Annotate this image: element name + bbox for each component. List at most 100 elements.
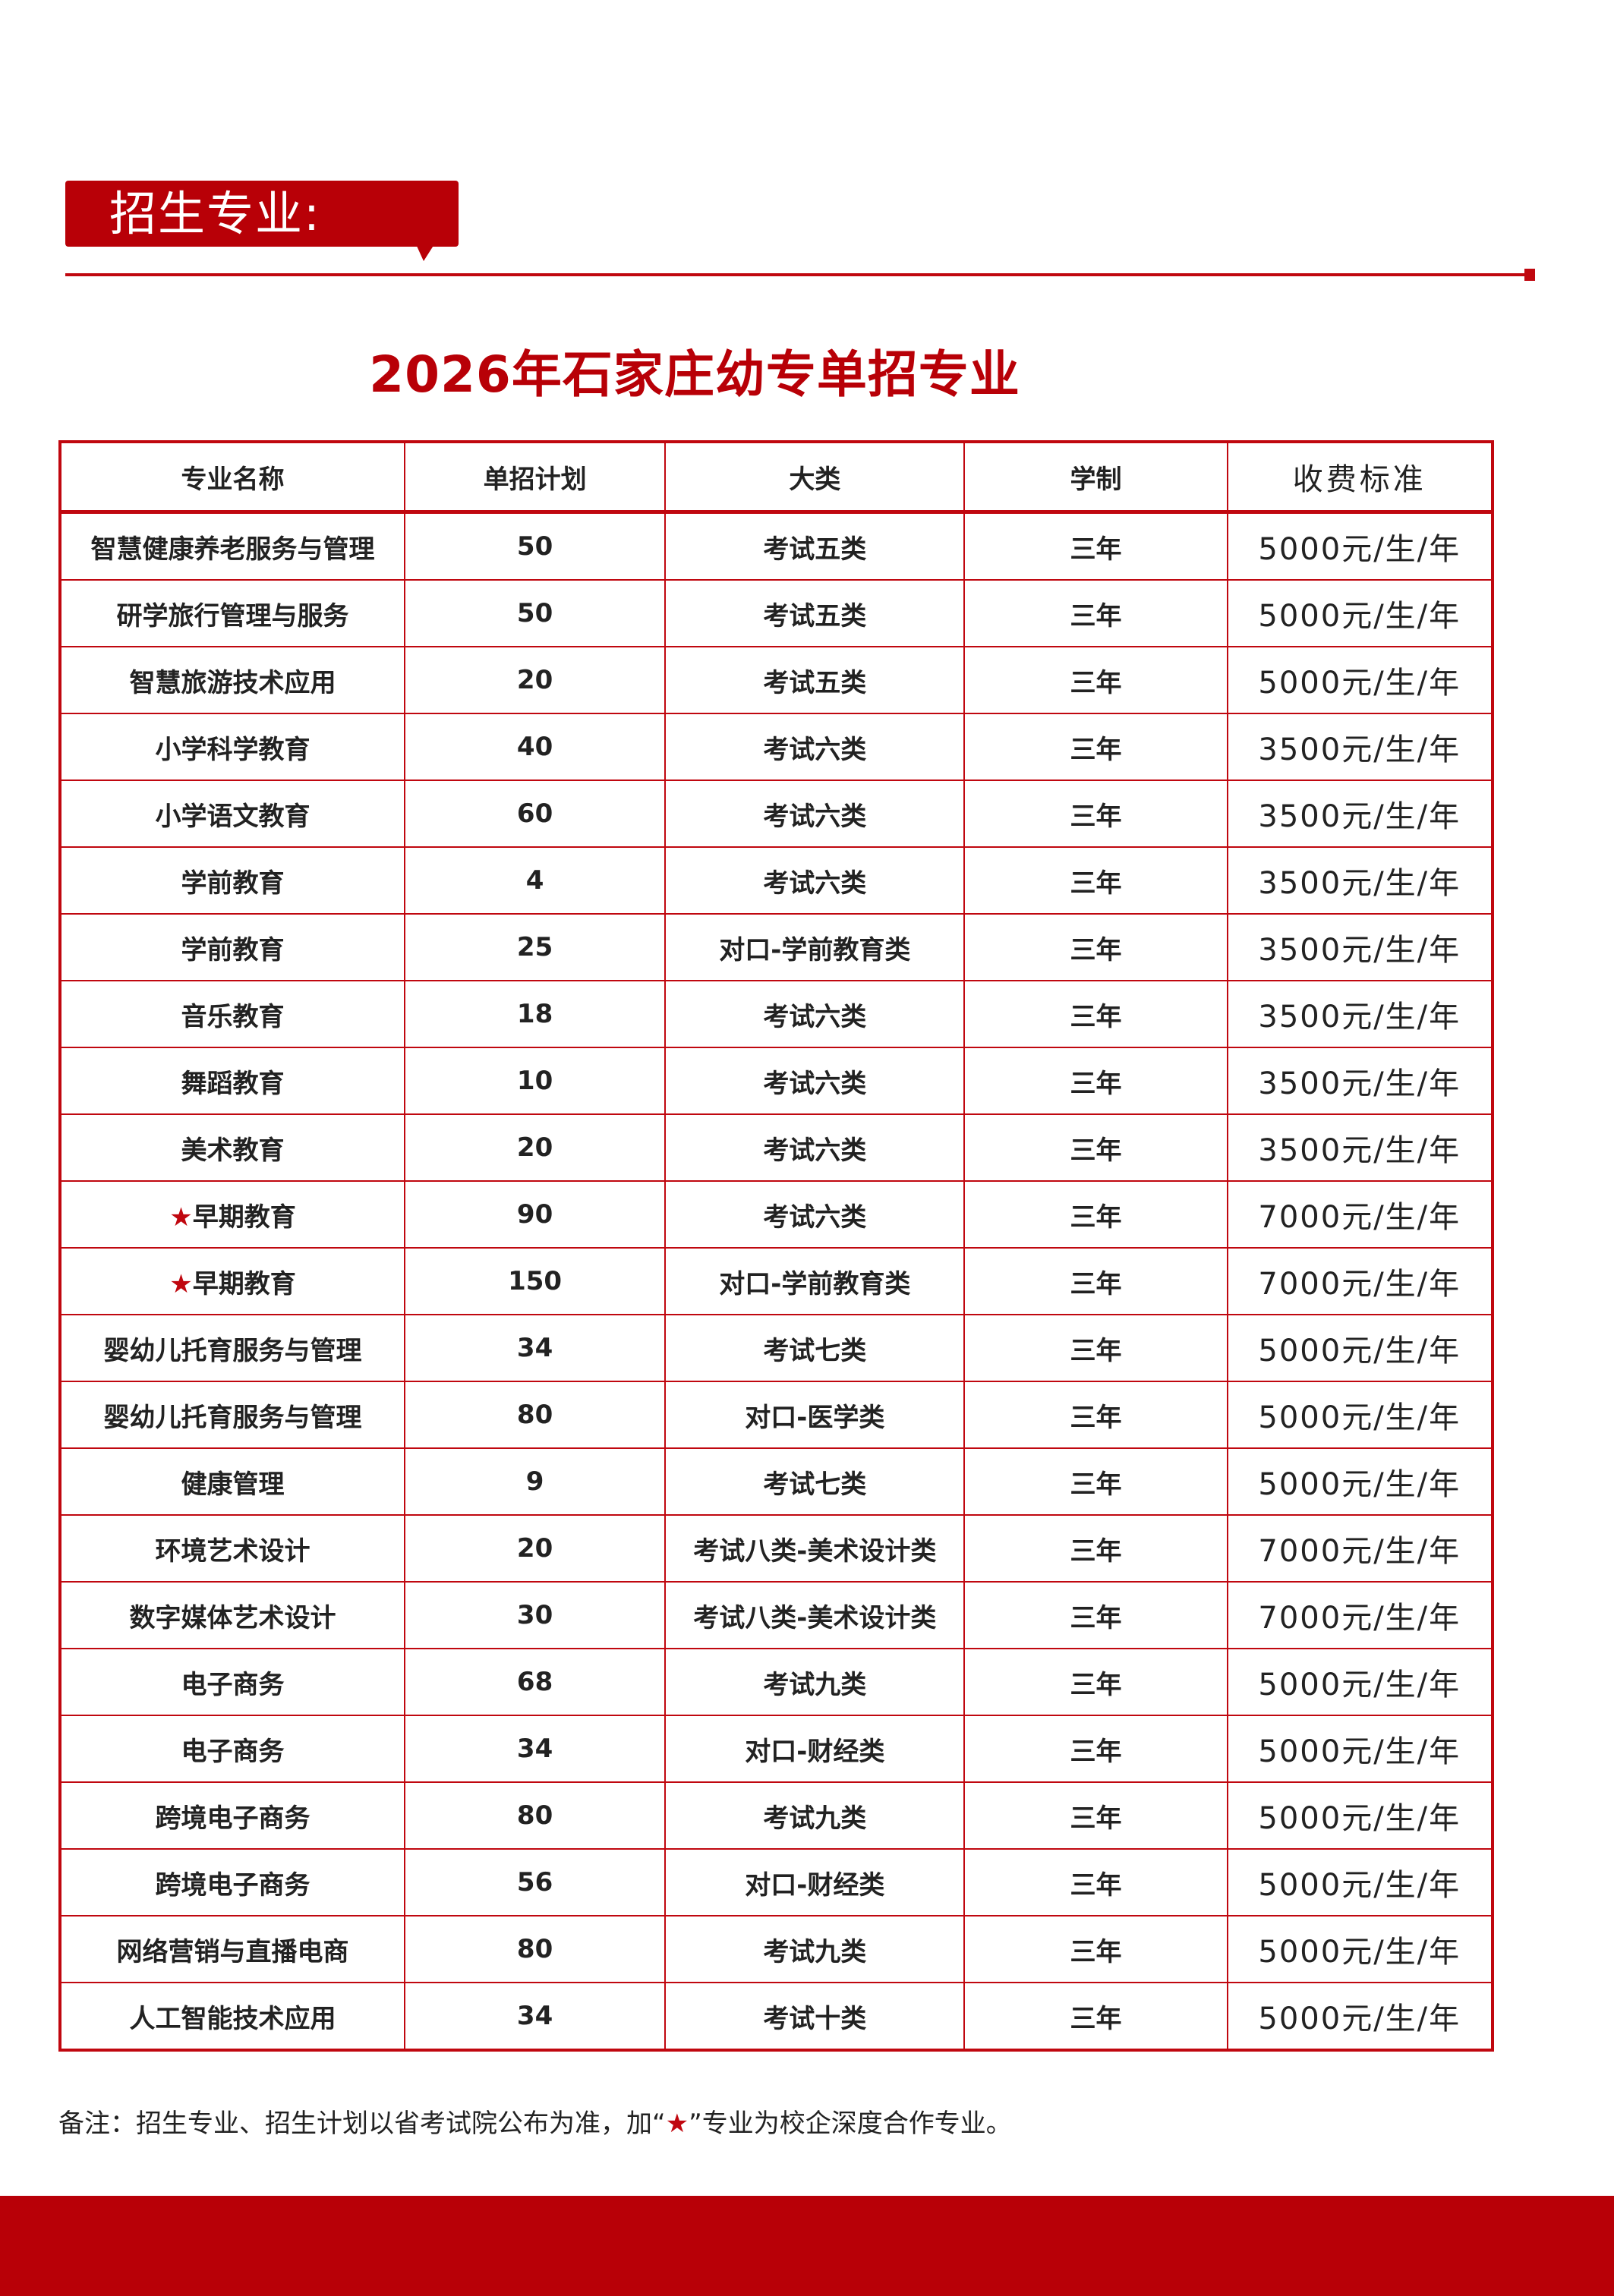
cell-major: 电子商务 [59, 1715, 405, 1783]
majors-table: 专业名称 单招计划 大类 学制 收费标准 智慧健康养老服务与管理 50 考试五类 三年… [58, 440, 1494, 2052]
footnote: 备注：招生专业、招生计划以省考试院公布为准，加“★”专业为校企深度合作专业。 [58, 2102, 1012, 2140]
cell-plan: 80 [403, 1781, 667, 1850]
cell-plan: 9 [403, 1447, 667, 1516]
cell-major: 网络营销与直播电商 [59, 1915, 405, 1983]
cell-fee: 3500元/生/年 [1226, 1047, 1494, 1115]
major-name: 小学科学教育 [155, 734, 311, 765]
cell-major: 智慧健康养老服务与管理 [59, 511, 405, 581]
cell-fee: 3500元/生/年 [1226, 846, 1494, 915]
cell-major: 婴幼儿托育服务与管理 [59, 1381, 405, 1449]
cell-years: 三年 [963, 846, 1228, 915]
cell-major: 美术教育 [59, 1113, 405, 1182]
cell-years: 三年 [963, 1247, 1228, 1315]
header-plan: 单招计划 [403, 441, 667, 513]
cell-major: 研学旅行管理与服务 [59, 579, 405, 647]
cell-fee: 7000元/生/年 [1226, 1247, 1494, 1315]
table-row: ★早期教育 90 考试六类 三年 7000元/生/年 [59, 1180, 1494, 1249]
cell-category: 考试五类 [664, 579, 966, 647]
cell-years: 三年 [963, 579, 1228, 647]
cell-fee: 5000元/生/年 [1226, 1715, 1494, 1783]
star-icon: ★ [169, 1202, 193, 1233]
cell-plan: 68 [403, 1648, 667, 1716]
table-row: 智慧健康养老服务与管理 50 考试五类 三年 5000元/生/年 [59, 511, 1494, 581]
cell-major: 舞蹈教育 [59, 1047, 405, 1115]
cell-years: 三年 [963, 1180, 1228, 1249]
footnote-suffix: ”专业为校企深度合作专业。 [689, 2109, 1012, 2139]
cell-plan: 50 [403, 579, 667, 647]
table-row: 人工智能技术应用 34 考试十类 三年 5000元/生/年 [59, 1982, 1494, 2051]
cell-category: 对口-财经类 [664, 1715, 966, 1783]
table-row: 跨境电子商务 80 考试九类 三年 5000元/生/年 [59, 1781, 1494, 1850]
cell-category: 考试九类 [664, 1648, 966, 1716]
cell-major: 小学科学教育 [59, 713, 405, 781]
cell-fee: 3500元/生/年 [1226, 780, 1494, 848]
cell-major: 学前教育 [59, 846, 405, 915]
cell-years: 三年 [963, 1915, 1228, 1983]
major-name: 早期教育 [192, 1202, 296, 1233]
section-tag-tail [416, 244, 434, 261]
cell-major: 小学语文教育 [59, 780, 405, 848]
cell-years: 三年 [963, 1648, 1228, 1716]
major-name: 环境艺术设计 [155, 1535, 311, 1567]
divider-line [65, 273, 1530, 276]
table-row: 跨境电子商务 56 对口-财经类 三年 5000元/生/年 [59, 1848, 1494, 1916]
cell-years: 三年 [963, 1781, 1228, 1850]
cell-fee: 7000元/生/年 [1226, 1180, 1494, 1249]
cell-fee: 5000元/生/年 [1226, 579, 1494, 647]
header-major: 专业名称 [59, 441, 405, 513]
cell-plan: 4 [403, 846, 667, 915]
major-name: 婴幼儿托育服务与管理 [103, 1402, 362, 1433]
cell-plan: 150 [403, 1247, 667, 1315]
cell-plan: 20 [403, 646, 667, 714]
table-row: 小学科学教育 40 考试六类 三年 3500元/生/年 [59, 713, 1494, 781]
cell-category: 考试六类 [664, 713, 966, 781]
major-name: 电子商务 [181, 1669, 285, 1700]
cell-fee: 5000元/生/年 [1226, 1381, 1494, 1449]
cell-years: 三年 [963, 1047, 1228, 1115]
cell-years: 三年 [963, 646, 1228, 714]
major-name: 学前教育 [181, 868, 285, 899]
cell-plan: 50 [403, 511, 667, 581]
cell-fee: 3500元/生/年 [1226, 913, 1494, 981]
table-row: 学前教育 4 考试六类 三年 3500元/生/年 [59, 846, 1494, 915]
cell-years: 三年 [963, 1514, 1228, 1583]
major-name: 小学语文教育 [155, 801, 311, 832]
cell-plan: 18 [403, 980, 667, 1048]
star-icon: ★ [169, 1268, 193, 1299]
cell-years: 三年 [963, 980, 1228, 1048]
cell-category: 考试七类 [664, 1314, 966, 1382]
cell-plan: 25 [403, 913, 667, 981]
cell-plan: 10 [403, 1047, 667, 1115]
cell-fee: 7000元/生/年 [1226, 1581, 1494, 1649]
table-row: 数字媒体艺术设计 30 考试八类-美术设计类 三年 7000元/生/年 [59, 1581, 1494, 1649]
major-name: 跨境电子商务 [155, 1803, 311, 1834]
cell-category: 对口-医学类 [664, 1381, 966, 1449]
star-icon: ★ [665, 2109, 689, 2139]
cell-fee: 3500元/生/年 [1226, 713, 1494, 781]
table-row: 智慧旅游技术应用 20 考试五类 三年 5000元/生/年 [59, 646, 1494, 714]
table-row: 网络营销与直播电商 80 考试九类 三年 5000元/生/年 [59, 1915, 1494, 1983]
cell-years: 三年 [963, 1314, 1228, 1382]
cell-fee: 5000元/生/年 [1226, 1781, 1494, 1850]
major-name: 电子商务 [181, 1736, 285, 1767]
cell-fee: 5000元/生/年 [1226, 1648, 1494, 1716]
cell-years: 三年 [963, 1982, 1228, 2051]
major-name: 婴幼儿托育服务与管理 [103, 1335, 362, 1366]
table-row: 学前教育 25 对口-学前教育类 三年 3500元/生/年 [59, 913, 1494, 981]
cell-years: 三年 [963, 1381, 1228, 1449]
cell-major: 跨境电子商务 [59, 1781, 405, 1850]
major-name: 网络营销与直播电商 [116, 1936, 349, 1967]
header-years: 学制 [963, 441, 1228, 513]
cell-major: 电子商务 [59, 1648, 405, 1716]
table-row: 电子商务 34 对口-财经类 三年 5000元/生/年 [59, 1715, 1494, 1783]
table-row: 环境艺术设计 20 考试八类-美术设计类 三年 7000元/生/年 [59, 1514, 1494, 1583]
table-row: 电子商务 68 考试九类 三年 5000元/生/年 [59, 1648, 1494, 1716]
cell-major: 学前教育 [59, 913, 405, 981]
cell-fee: 5000元/生/年 [1226, 1848, 1494, 1916]
cell-fee: 5000元/生/年 [1226, 646, 1494, 714]
cell-major: ★早期教育 [59, 1247, 405, 1315]
cell-category: 对口-学前教育类 [664, 1247, 966, 1315]
cell-major: 婴幼儿托育服务与管理 [59, 1314, 405, 1382]
table-row: 婴幼儿托育服务与管理 34 考试七类 三年 5000元/生/年 [59, 1314, 1494, 1382]
cell-fee: 3500元/生/年 [1226, 1113, 1494, 1182]
